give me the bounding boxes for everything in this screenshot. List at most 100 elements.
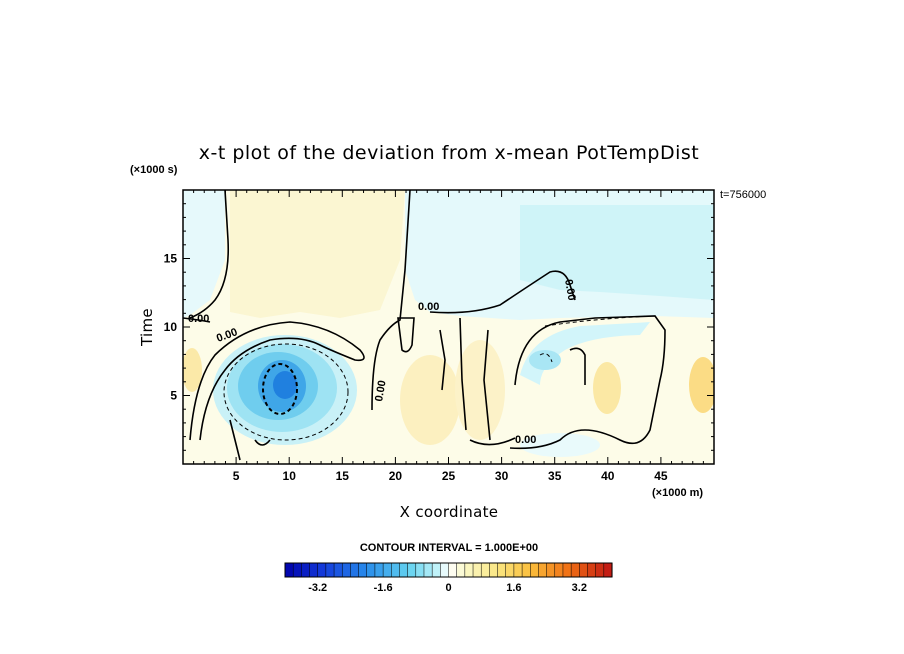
colorbar-cell (538, 562, 548, 578)
colorbar-cell (333, 562, 343, 578)
zero-contour-left-edge (183, 317, 211, 323)
x-tick-label: 5 (233, 469, 240, 483)
zero-contour-right-upper (429, 270, 576, 314)
colorbar-frame (284, 562, 613, 578)
zero-contour-small-2 (254, 439, 271, 446)
cold-blob-right (529, 350, 561, 370)
colorbar-cell (358, 562, 368, 578)
colorbar-cell (448, 562, 458, 578)
x-tick-label: 20 (389, 469, 403, 483)
x-tick-label: 35 (548, 469, 562, 483)
warm-patch-3 (183, 348, 202, 392)
colorbar-cell (284, 562, 294, 578)
colorbar-cell (440, 562, 450, 578)
colorbar-tick-label: 3.2 (572, 582, 587, 594)
zero-contour-mid-loop (397, 317, 415, 353)
y-tick-label: 10 (164, 320, 178, 334)
colorbar: -3.2 -1.6 0 1.6 3.2 (284, 562, 613, 594)
contour-interval: CONTOUR INTERVAL = 1.000E+00 (360, 542, 538, 554)
colorbar-cell (513, 562, 523, 578)
warm-band-upper-mid (230, 190, 405, 318)
colorbar-cell (366, 562, 376, 578)
colorbar-cell (472, 562, 482, 578)
colorbar-cell (554, 562, 564, 578)
warm-patch-2 (689, 357, 714, 413)
contour-label-6: 0.00 (562, 278, 578, 301)
colorbar-cell (521, 562, 531, 578)
x-unit-label: (×1000 m) (652, 487, 703, 499)
zero-contour-lower-mid (469, 437, 516, 446)
cold-oval-center (273, 371, 297, 399)
chart-title: x-t plot of the deviation from x-mean Po… (199, 142, 700, 164)
dashed-contour-inner (262, 363, 298, 415)
x-tick-label: 10 (283, 469, 297, 483)
colorbar-tick-label: -3.2 (308, 582, 327, 594)
colorbar-cell (595, 562, 605, 578)
colorbar-cell (480, 562, 490, 578)
colorbar-cell (603, 562, 613, 578)
colorbar-cell (562, 562, 572, 578)
contour-label-4: 0.00 (373, 379, 389, 402)
y-axis-label: Time (138, 308, 156, 347)
colorbar-tick-label: 1.6 (506, 582, 521, 594)
x-axis-label: X coordinate (400, 503, 499, 521)
dashed-contour-right (544, 315, 656, 327)
zero-contour-column-1 (439, 329, 446, 391)
colorbar-tick-label: -1.6 (374, 582, 393, 594)
dashed-contour-outer (223, 343, 349, 441)
colorbar-cell (464, 562, 474, 578)
colorbar-cell (579, 562, 589, 578)
contour-label-5: 0.00 (515, 434, 536, 446)
colorbar-cell (309, 562, 319, 578)
colorbar-cell (456, 562, 466, 578)
x-tick-label: 15 (336, 469, 350, 483)
colorbar-cell (570, 562, 580, 578)
time-stamp: t=756000 (720, 189, 766, 201)
colorbar-cell (350, 562, 360, 578)
colorbar-cell (325, 562, 335, 578)
colorbar-cell (415, 562, 425, 578)
colorbar-cell (292, 562, 302, 578)
zero-contour-small-1 (229, 419, 241, 461)
colorbar-cell (489, 562, 499, 578)
contour-lines (183, 190, 666, 461)
cold-band-upper-right-inner (520, 205, 714, 300)
colorbar-tick-label: 0 (445, 582, 451, 594)
warm-patch-4 (400, 355, 460, 445)
warm-patch-1 (593, 362, 621, 414)
colorbar-cell (391, 562, 400, 578)
axis-ticks: 5 10 15 20 25 30 35 40 45 5 10 15 (164, 190, 714, 483)
y-tick-label: 15 (164, 252, 178, 266)
colorbar-cell (530, 562, 539, 578)
cold-patch-lower-mid (520, 433, 600, 457)
y-unit-label: (×1000 s) (130, 164, 178, 176)
warm-patch-5 (455, 340, 505, 440)
colorbar-cell (407, 562, 417, 578)
zero-contour-column-3 (483, 329, 491, 441)
colorbar-cell (374, 562, 384, 578)
zero-contour-upper-left (189, 190, 230, 319)
x-tick-label: 40 (601, 469, 615, 483)
x-tick-label: 30 (495, 469, 509, 483)
y-tick-label: 5 (170, 389, 177, 403)
contour-label-3: 0.00 (418, 301, 439, 313)
cold-band-upper-left (183, 190, 225, 318)
zero-contour-left-oval (189, 321, 365, 441)
colorbar-cell (546, 562, 556, 578)
colorbar-cell (382, 562, 392, 578)
cold-crescent-right (520, 322, 650, 385)
colorbar-cell (423, 562, 433, 578)
zero-contour-column-2 (459, 317, 467, 431)
dashed-contours (223, 315, 656, 441)
colorbar-cell (399, 562, 409, 578)
colorbar-cell (317, 562, 327, 578)
colorbar-cell (341, 562, 351, 578)
dashed-contour-right-small (539, 353, 553, 363)
colorbar-cell (301, 562, 311, 578)
heatmap-field: 0.00 0.00 0.00 0.00 0.00 0.00 (183, 190, 714, 461)
x-tick-label: 45 (654, 469, 668, 483)
colorbar-cell (505, 562, 515, 578)
contour-label-1: 0.00 (188, 313, 209, 325)
colorbar-cell (497, 562, 507, 578)
